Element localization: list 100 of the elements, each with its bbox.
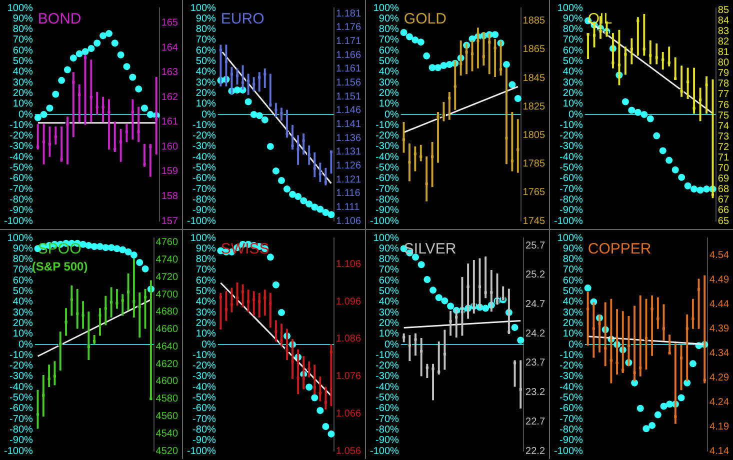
y2-tick-label: -70% xyxy=(376,184,399,195)
y-tick-label: 1.181 xyxy=(336,8,362,20)
y-tick-label: 25.2 xyxy=(526,270,546,281)
y2-tick-label: 0% xyxy=(18,109,34,120)
y2-tick-label: -70% xyxy=(560,414,583,425)
y2-tick-label: -10% xyxy=(10,350,33,361)
y2-tick-label: -100% xyxy=(554,446,584,457)
y2-tick-label: -60% xyxy=(560,403,583,414)
y2-tick-label: 90% xyxy=(378,13,400,24)
y2-tick-label: 10% xyxy=(562,328,584,340)
y2-tick-label: 10% xyxy=(562,98,584,110)
y2-tick-label: -10% xyxy=(560,350,583,361)
y2-tick-label: 70% xyxy=(196,34,216,46)
y2-tick-label: -60% xyxy=(560,173,583,184)
y-tick-label: 24.2 xyxy=(526,328,546,340)
y-tick-label: 78 xyxy=(718,78,730,90)
y2-tick-label: 20% xyxy=(12,318,34,329)
y-tick-label: 1.116 xyxy=(336,188,361,200)
y2-tick-label: 20% xyxy=(12,88,34,99)
y2-tick-label: 40% xyxy=(196,296,216,308)
y-tick-label: 1.111 xyxy=(336,202,360,213)
y2-tick-label: 80% xyxy=(562,254,584,266)
y-tick-label: 1.136 xyxy=(336,132,362,144)
y2-tick-label: -90% xyxy=(376,205,399,216)
y2-tick-label: -90% xyxy=(10,435,33,446)
y2-tick-label: 90% xyxy=(12,243,34,254)
chart-title: COPPER xyxy=(588,240,652,258)
y2-tick-label: 40% xyxy=(378,296,400,308)
y2-tick-label: 30% xyxy=(562,307,584,318)
y2-tick-label: 80% xyxy=(196,24,216,36)
y2-tick-label: -20% xyxy=(192,360,216,372)
y-tick-label: 83 xyxy=(718,26,730,37)
y2-tick-label: 90% xyxy=(378,243,400,254)
y2-tick-label: -10% xyxy=(192,350,216,361)
y-tick-label: 4700 xyxy=(156,289,178,300)
y-tick-label: 68 xyxy=(718,184,730,196)
y-tick-label: 4760 xyxy=(156,237,178,248)
y-tick-label: 1.096 xyxy=(336,296,362,308)
y2-tick-label: 100% xyxy=(373,232,400,244)
y2-tick-label: 20% xyxy=(562,318,584,329)
y-tick-label: 4740 xyxy=(156,254,178,266)
y2-tick-label: 60% xyxy=(196,275,216,286)
y2-tick-label: 80% xyxy=(12,254,34,266)
y2-tick-label: -20% xyxy=(560,130,583,142)
y2-tick-label: -90% xyxy=(192,205,216,216)
y2-tick-label: -10% xyxy=(376,350,399,361)
y-tick-label: 161 xyxy=(161,116,178,128)
y2-tick-label: -30% xyxy=(192,371,216,382)
y-tick-label: 1885 xyxy=(522,16,546,27)
y2-tick-label: 50% xyxy=(562,286,584,297)
y2-tick-label: 90% xyxy=(562,13,584,24)
y-tick-label: 4680 xyxy=(156,306,178,318)
y-tick-label: 1.066 xyxy=(336,408,362,420)
y2-tick-label: 60% xyxy=(378,45,400,56)
y-tick-label: 67 xyxy=(718,194,730,206)
y-tick-label: 158 xyxy=(161,190,178,202)
y-tick-label: 159 xyxy=(161,166,178,178)
y-tick-label: 4520 xyxy=(156,446,178,457)
y2-tick-label: -100% xyxy=(370,446,400,457)
y-tick-label: 4.24 xyxy=(710,396,730,408)
y2-tick-label: 50% xyxy=(378,56,400,67)
y2-tick-label: 10% xyxy=(196,328,216,340)
y2-tick-label: 30% xyxy=(196,77,216,88)
y2-tick-label: 70% xyxy=(562,264,584,276)
y-tick-label: 1.171 xyxy=(336,36,362,47)
y2-tick-label: -60% xyxy=(10,403,33,414)
chart-title: GOLD xyxy=(404,10,447,28)
y-tick-label: 4.29 xyxy=(710,372,730,384)
y2-tick-label: 70% xyxy=(378,34,400,46)
y2-tick-label: -60% xyxy=(192,173,216,184)
y2-tick-label: -80% xyxy=(10,194,33,206)
y2-tick-label: -100% xyxy=(187,216,216,227)
y2-tick-label: 100% xyxy=(557,2,584,14)
y2-tick-label: 90% xyxy=(12,13,34,24)
y2-tick-label: 20% xyxy=(378,318,400,329)
y2-tick-label: 90% xyxy=(562,243,584,254)
y2-tick-label: -30% xyxy=(560,371,583,382)
y2-tick-label: -70% xyxy=(10,414,33,425)
y2-tick-label: -70% xyxy=(192,184,216,195)
y2-tick-label: -10% xyxy=(560,120,583,131)
y-tick-label: 4580 xyxy=(156,394,178,405)
y2-tick-label: 100% xyxy=(190,232,216,244)
y2-tick-label: 0% xyxy=(201,109,216,120)
y2-tick-label: -10% xyxy=(10,120,33,131)
y-tick-label: 4.19 xyxy=(710,421,730,432)
y2-tick-label: -40% xyxy=(560,152,583,163)
y-tick-label: 23.7 xyxy=(526,358,546,369)
y-tick-label: 84 xyxy=(718,15,730,26)
y-tick-label: 1.126 xyxy=(336,160,362,172)
y-tick-label: 22.7 xyxy=(526,416,546,428)
y2-tick-label: 60% xyxy=(562,45,584,56)
y2-tick-label: -20% xyxy=(10,130,33,142)
y2-tick-label: 70% xyxy=(562,34,584,46)
y-tick-label: 4600 xyxy=(156,376,178,388)
y-tick-label: 65 xyxy=(718,216,730,227)
y2-tick-label: 80% xyxy=(196,254,216,266)
y2-tick-label: 100% xyxy=(190,2,216,14)
y2-tick-label: 100% xyxy=(557,232,584,244)
y2-tick-label: 70% xyxy=(12,34,34,46)
y2-tick-label: 40% xyxy=(196,66,216,78)
